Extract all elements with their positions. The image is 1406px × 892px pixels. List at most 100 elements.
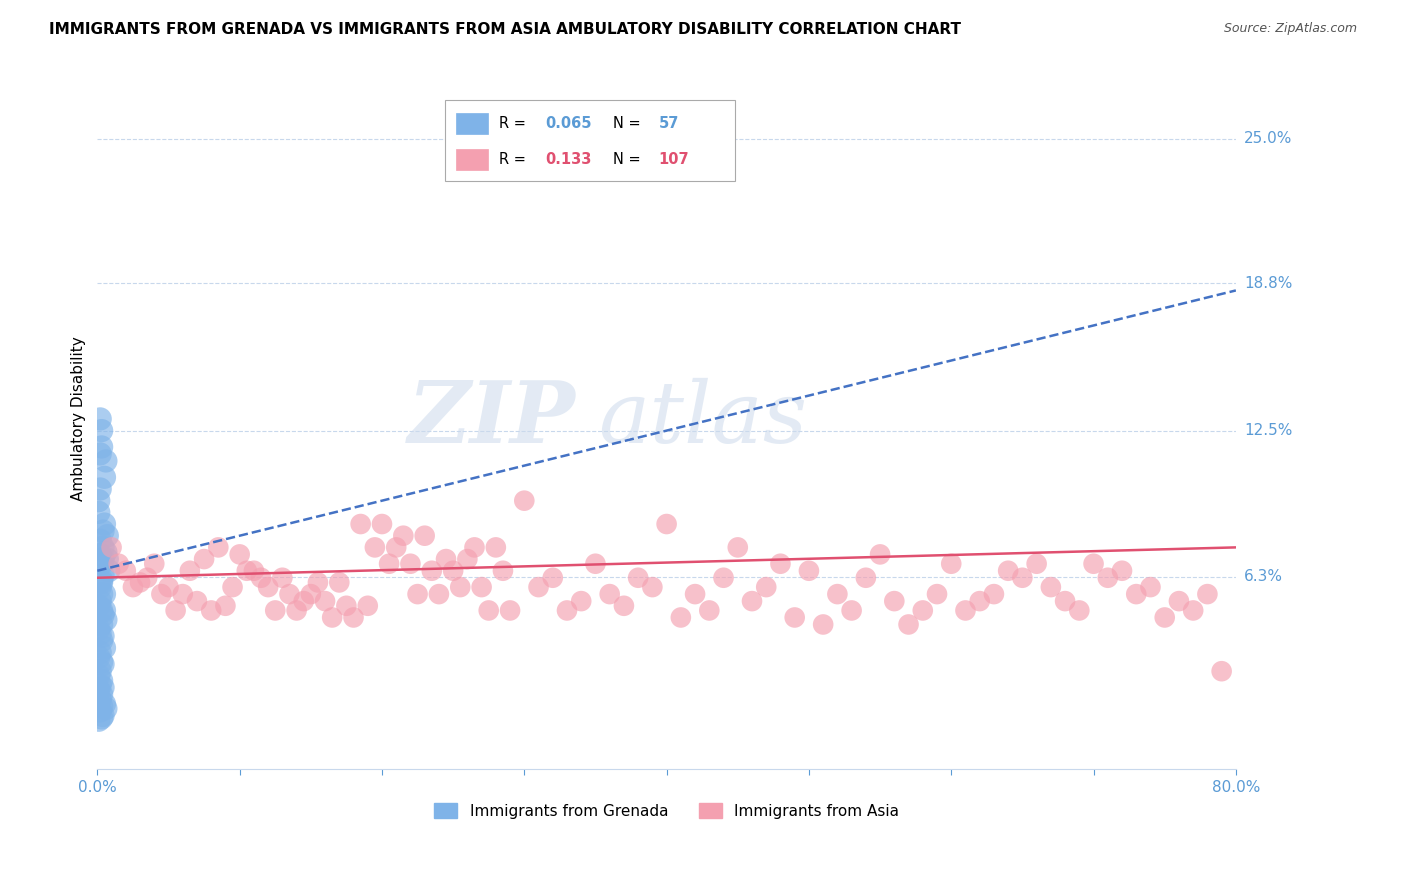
Text: 12.5%: 12.5% [1244, 423, 1292, 438]
Point [1111, 564, 1133, 578]
Point [485, 541, 508, 555]
Point [250, 571, 273, 585]
Point [292, 594, 315, 608]
Point [90, 673, 112, 688]
Point [89, 548, 111, 562]
Point [655, 516, 678, 531]
Point [627, 571, 650, 585]
Point [93, 697, 115, 711]
Text: N =: N = [613, 153, 645, 167]
Point [90, 633, 112, 648]
Point [90, 557, 112, 571]
Point [264, 603, 287, 617]
Point [87, 493, 110, 508]
Point [1069, 603, 1091, 617]
Point [90, 688, 112, 702]
Point [841, 603, 863, 617]
Text: ZIP: ZIP [408, 377, 575, 460]
Point [499, 603, 522, 617]
Point [406, 587, 429, 601]
Point [90, 440, 112, 454]
Point [93, 470, 115, 484]
Point [107, 557, 129, 571]
Y-axis label: Ambulatory Disability: Ambulatory Disability [72, 336, 86, 501]
Point [299, 587, 322, 601]
Point [1197, 587, 1219, 601]
Point [89, 664, 111, 678]
Point [129, 575, 152, 590]
Point [91, 629, 114, 643]
Point [955, 603, 977, 617]
Point [364, 541, 387, 555]
Point [713, 571, 735, 585]
Text: 25.0%: 25.0% [1244, 131, 1292, 146]
Point [371, 516, 394, 531]
Point [91, 681, 114, 695]
Point [91, 608, 114, 623]
Point [228, 548, 250, 562]
Point [1025, 557, 1047, 571]
Point [541, 571, 564, 585]
Point [1153, 610, 1175, 624]
Text: IMMIGRANTS FROM GRENADA VS IMMIGRANTS FROM ASIA AMBULATORY DISABILITY CORRELATIO: IMMIGRANTS FROM GRENADA VS IMMIGRANTS FR… [49, 22, 962, 37]
Point [727, 541, 749, 555]
Point [91, 657, 114, 672]
Point [100, 541, 122, 555]
Point [94, 613, 117, 627]
Point [420, 564, 443, 578]
Point [91, 552, 114, 566]
Point [769, 557, 792, 571]
Point [783, 610, 806, 624]
Point [96, 529, 118, 543]
Point [342, 610, 364, 624]
FancyBboxPatch shape [456, 112, 488, 134]
Point [741, 594, 763, 608]
Point [613, 599, 636, 613]
Point [983, 587, 1005, 601]
Point [271, 571, 294, 585]
Point [186, 594, 208, 608]
Point [89, 594, 111, 608]
Point [1211, 664, 1233, 678]
Point [463, 541, 485, 555]
Point [89, 412, 111, 426]
Point [91, 541, 114, 555]
Point [328, 575, 350, 590]
Point [997, 564, 1019, 578]
Point [641, 580, 664, 594]
Point [87, 669, 110, 683]
Point [349, 516, 371, 531]
Point [94, 545, 117, 559]
Point [243, 564, 266, 578]
Point [855, 571, 877, 585]
Point [143, 557, 166, 571]
Text: 0.133: 0.133 [544, 153, 591, 167]
Point [427, 587, 450, 601]
Point [165, 603, 187, 617]
Point [257, 580, 280, 594]
Legend: Immigrants from Grenada, Immigrants from Asia: Immigrants from Grenada, Immigrants from… [429, 797, 905, 825]
Point [122, 580, 145, 594]
Point [969, 594, 991, 608]
Point [434, 552, 457, 566]
Point [1097, 571, 1119, 585]
Point [90, 699, 112, 714]
Point [214, 599, 236, 613]
Point [599, 587, 621, 601]
FancyBboxPatch shape [456, 149, 488, 170]
Text: atlas: atlas [599, 377, 807, 460]
Point [869, 548, 891, 562]
Point [827, 587, 849, 601]
Text: R =: R = [499, 116, 530, 131]
Point [669, 610, 692, 624]
Point [1039, 580, 1062, 594]
Point [314, 594, 336, 608]
Point [136, 571, 159, 585]
Point [89, 646, 111, 660]
Point [87, 682, 110, 697]
Point [413, 529, 436, 543]
Point [1139, 580, 1161, 594]
Point [797, 564, 820, 578]
Point [378, 557, 401, 571]
Point [285, 603, 308, 617]
